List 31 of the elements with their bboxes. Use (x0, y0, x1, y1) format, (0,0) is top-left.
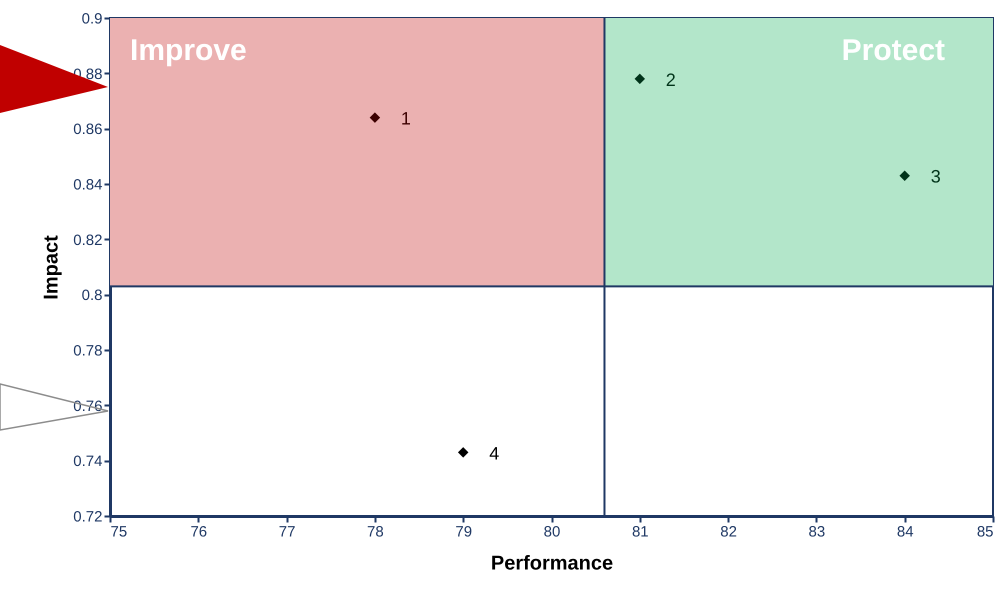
y-tick-label: 0.78 (73, 342, 102, 360)
annotation: 4 (489, 443, 500, 464)
x-axis-title: Performance (490, 552, 614, 574)
x-tick-label: 78 (367, 524, 384, 540)
annotation: 2 (666, 70, 676, 90)
x-tick-label: 80 (544, 524, 560, 540)
y-tick-label: 0.74 (73, 453, 102, 470)
y-axis-title: Impact (40, 234, 62, 300)
x-tick-label: 76 (190, 524, 208, 540)
y-tick-label: 0.72 (73, 508, 102, 526)
band-label: Improve (130, 34, 247, 67)
point (634, 74, 646, 84)
y-tick-label: 0.82 (73, 232, 102, 249)
x-tick-label: 83 (808, 524, 826, 540)
point (370, 112, 380, 123)
x-tick-label: 79 (455, 524, 472, 540)
x-tick-label: 77 (278, 524, 296, 540)
band-label: Protect (842, 34, 946, 67)
point (899, 170, 910, 181)
point (458, 447, 468, 458)
x-tick-label: 84 (896, 524, 914, 540)
y-tick-label: 0.9 (82, 10, 102, 28)
x-tick-label: 81 (632, 524, 649, 540)
x-tick-label: 75 (110, 524, 128, 540)
y-tick-label: 0.86 (73, 121, 102, 138)
annotation: 1 (400, 108, 411, 129)
x-tick-label: 85 (976, 524, 994, 540)
y-tick-label: 0.8 (82, 287, 102, 304)
y-tick-label: 0.84 (73, 176, 102, 194)
x-tick-label: 82 (720, 524, 737, 540)
annotation: 3 (930, 166, 941, 187)
